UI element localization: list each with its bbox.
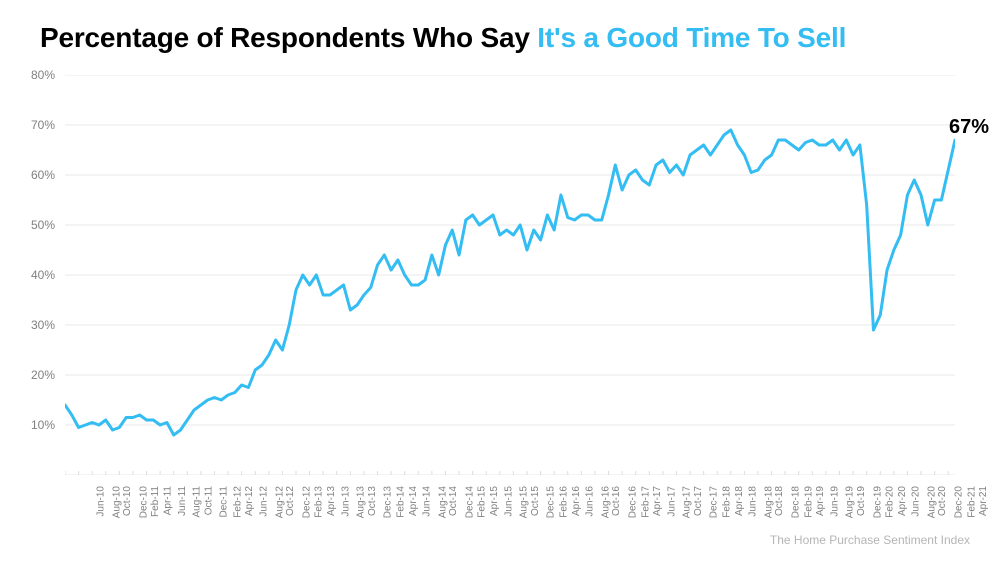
x-tick-label: Oct-16 (611, 486, 622, 516)
x-tick-label: Jun-20 (911, 486, 922, 517)
x-tick-label: Oct-17 (693, 486, 704, 516)
x-tick-label: Feb-17 (640, 486, 651, 518)
x-tick-label: Apr-13 (326, 486, 337, 516)
x-tick-label: Oct-13 (367, 486, 378, 516)
x-tick-label: Apr-20 (897, 486, 908, 516)
x-tick-label: Aug-12 (274, 486, 285, 518)
x-tick-label: Dec-15 (546, 486, 557, 518)
x-tick-label: Aug-17 (682, 486, 693, 518)
chart-container: Percentage of Respondents Who Say It's a… (0, 0, 1000, 563)
x-tick-label: Jun-15 (503, 486, 514, 517)
x-tick-label: Jun-19 (829, 486, 840, 517)
x-tick-label: Feb-16 (559, 486, 570, 518)
x-tick-label: Jun-18 (748, 486, 759, 517)
x-tick-label: Dec-17 (709, 486, 720, 518)
x-tick-label: Aug-19 (845, 486, 856, 518)
x-axis-ticks: Jun-10Aug-10Oct-10Dec-10Feb-11Apr-11Jun-… (65, 480, 955, 540)
x-tick-label: Oct-20 (937, 486, 948, 516)
x-tick-label: Jun-11 (176, 486, 187, 516)
x-tick-label: Apr-19 (815, 486, 826, 516)
x-tick-label: Dec-14 (464, 486, 475, 518)
x-tick-label: Feb-12 (233, 486, 244, 518)
x-tick-label: Feb-15 (477, 486, 488, 518)
x-tick-label: Apr-16 (571, 486, 582, 516)
x-tick-label: Dec-10 (138, 486, 149, 518)
y-tick-label: 10% (15, 418, 55, 432)
x-tick-label: Feb-11 (150, 486, 161, 517)
x-tick-label: Feb-13 (314, 486, 325, 518)
y-tick-label: 30% (15, 318, 55, 332)
x-tick-label: Oct-12 (285, 486, 296, 516)
x-tick-label: Jun-13 (340, 486, 351, 517)
x-tick-label: Dec-19 (872, 486, 883, 518)
x-tick-label: Apr-12 (244, 486, 255, 516)
x-tick-label: Jun-16 (585, 486, 596, 517)
x-tick-label: Dec-12 (301, 486, 312, 518)
x-tick-label: Dec-20 (953, 486, 964, 518)
x-tick-label: Oct-18 (774, 486, 785, 516)
x-tick-label: Jun-10 (96, 486, 107, 517)
x-tick-label: Jun-12 (259, 486, 270, 517)
x-tick-label: Feb-18 (722, 486, 733, 518)
x-tick-label: Aug-15 (518, 486, 529, 518)
x-tick-label: Oct-10 (122, 486, 133, 516)
y-tick-label: 50% (15, 218, 55, 232)
x-tick-label: Aug-20 (926, 486, 937, 518)
x-tick-label: Aug-16 (600, 486, 611, 518)
x-tick-label: Apr-11 (162, 486, 173, 515)
y-tick-label: 60% (15, 168, 55, 182)
x-tick-label: Feb-19 (803, 486, 814, 518)
y-tick-label: 40% (15, 268, 55, 282)
x-tick-label: Aug-11 (192, 486, 203, 518)
x-tick-label: Apr-17 (652, 486, 663, 516)
x-tick-label: Oct-15 (530, 486, 541, 516)
x-tick-label: Apr-15 (489, 486, 500, 516)
source-attribution: The Home Purchase Sentiment Index (770, 533, 970, 547)
x-tick-label: Aug-13 (355, 486, 366, 518)
x-tick-label: Aug-18 (763, 486, 774, 518)
title-part-1: Percentage of Respondents Who Say (40, 22, 537, 53)
plot-area (65, 75, 955, 475)
x-tick-label: Jun-14 (422, 486, 433, 517)
x-tick-label: Oct-14 (448, 486, 459, 516)
x-tick-label: Dec-11 (219, 486, 230, 518)
x-tick-label: Apr-18 (734, 486, 745, 516)
x-tick-label: Aug-14 (437, 486, 448, 518)
x-tick-label: Apr-14 (408, 486, 419, 516)
title-part-2: It's a Good Time To Sell (537, 22, 846, 53)
x-tick-label: Feb-20 (885, 486, 896, 518)
x-tick-label: Feb-14 (396, 486, 407, 518)
x-tick-label: Oct-19 (856, 486, 867, 516)
x-tick-label: Aug-10 (111, 486, 122, 518)
x-tick-label: Apr-21 (978, 486, 989, 516)
x-tick-label: Dec-13 (383, 486, 394, 518)
y-tick-label: 80% (15, 68, 55, 82)
y-tick-label: 70% (15, 118, 55, 132)
end-value-label: 67% (949, 116, 989, 139)
x-tick-label: Dec-18 (790, 486, 801, 518)
chart-svg (65, 75, 955, 475)
x-tick-label: Oct-11 (203, 486, 214, 515)
x-tick-label: Feb-21 (966, 486, 977, 518)
chart-title: Percentage of Respondents Who Say It's a… (40, 22, 846, 54)
x-tick-label: Jun-17 (666, 486, 677, 517)
y-tick-label: 20% (15, 368, 55, 382)
x-tick-label: Dec-16 (627, 486, 638, 518)
y-axis-ticks: 10%20%30%40%50%60%70%80% (0, 75, 55, 475)
